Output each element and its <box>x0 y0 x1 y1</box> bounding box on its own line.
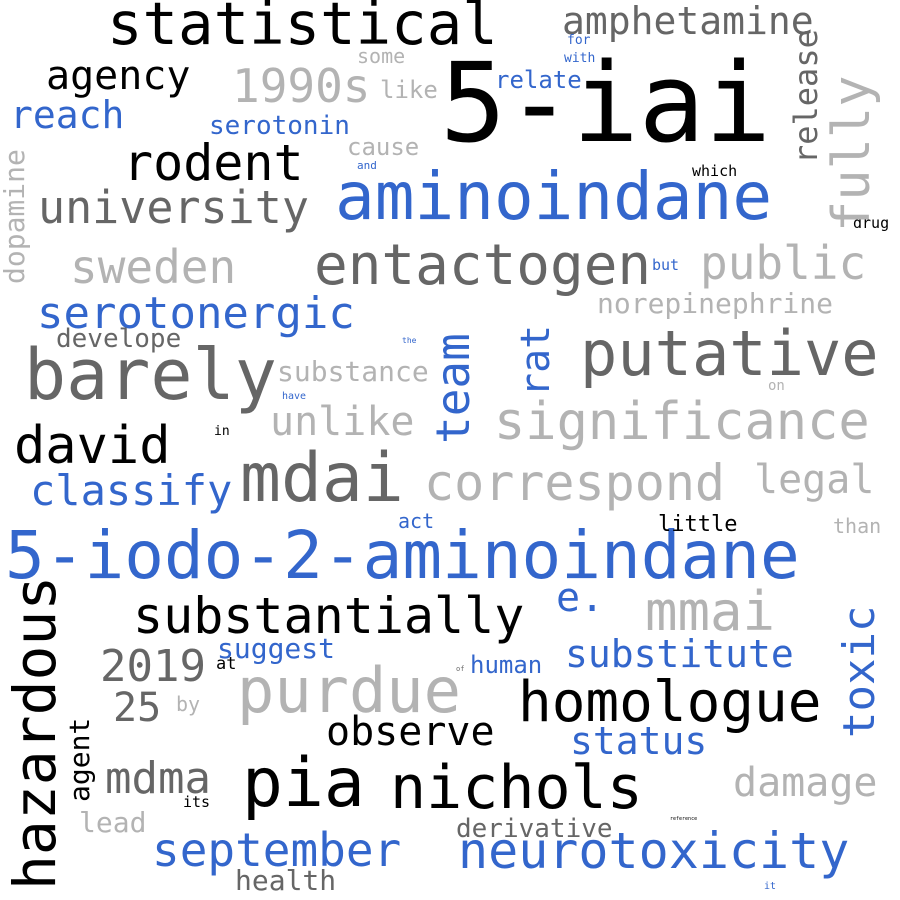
word-lead: lead <box>79 806 147 839</box>
word-status: status <box>570 719 708 763</box>
word-like: like <box>380 76 438 104</box>
word-agent: agent <box>63 717 96 802</box>
word-hazardous: hazardous <box>1 575 69 890</box>
word-relate: relate <box>495 66 582 94</box>
word-reference: reference <box>670 816 698 822</box>
word-public: public <box>700 236 867 290</box>
word-1990s: 1990s <box>232 59 371 113</box>
word-purdue: purdue <box>237 654 461 727</box>
word-in: in <box>214 424 230 439</box>
word-neurotoxicity: neurotoxicity <box>458 822 850 880</box>
word-for: for <box>567 33 591 48</box>
word-its: its <box>183 793 211 811</box>
word-rat: rat <box>513 324 559 397</box>
word-dopamine: dopamine <box>0 149 31 284</box>
word-develope: develope <box>56 324 182 354</box>
word-mmai: mmai <box>645 580 776 643</box>
word-at: at <box>216 654 237 674</box>
word-damage: damage <box>733 760 878 806</box>
word-putative: putative <box>580 317 879 390</box>
word-unlike: unlike <box>270 399 415 445</box>
word-barely: barely <box>24 334 277 416</box>
word-significance: significance <box>494 392 870 452</box>
word-correspond: correspond <box>424 454 726 512</box>
word-act: act <box>398 509 435 533</box>
word-nichols: nichols <box>390 753 643 823</box>
word-e.: e. <box>556 575 605 621</box>
word-drug: drug <box>853 214 890 232</box>
word-team: team <box>426 333 480 444</box>
word-homologue: homologue <box>518 670 822 735</box>
word-pia: pia <box>242 744 365 823</box>
word-entactogen: entactogen <box>314 233 652 298</box>
word-mdai: mdai <box>240 439 404 518</box>
word-substitute: substitute <box>565 632 794 676</box>
word-toxic: toxic <box>834 605 885 738</box>
word-some: some <box>357 44 406 68</box>
word-university: university <box>38 181 309 234</box>
word-with: with <box>564 51 596 66</box>
word-2019: 2019 <box>100 641 206 692</box>
word-release: release <box>787 29 825 164</box>
word-legal: legal <box>754 457 875 503</box>
word-which: which <box>692 162 738 180</box>
word-agency: agency <box>46 53 191 99</box>
word-5-iai: 5-iai <box>440 39 772 167</box>
word-classify: classify <box>30 466 233 515</box>
word-statistical: statistical <box>107 0 498 58</box>
word-human: human <box>470 651 543 679</box>
word-the: the <box>402 336 417 345</box>
word-cause: cause <box>347 133 420 161</box>
word-little: little <box>658 512 738 537</box>
word-by: by <box>176 692 201 716</box>
word-september: september <box>152 823 402 877</box>
word-norepinephrine: norepinephrine <box>597 287 834 320</box>
word-but: but <box>652 256 680 274</box>
word-health: health <box>235 864 337 897</box>
word-sweden: sweden <box>70 240 237 294</box>
word-it: it <box>764 881 777 892</box>
word-5-iodo-2-aminoindane: 5-iodo-2-aminoindane <box>5 517 800 594</box>
word-observe: observe <box>326 709 495 755</box>
word-fully: fully <box>822 75 882 232</box>
word-rodent: rodent <box>123 134 304 192</box>
word-substantially: substantially <box>133 587 525 645</box>
word-reach: reach <box>10 93 125 137</box>
word-substance: substance <box>277 355 429 388</box>
word-serotonin: serotonin <box>209 111 350 141</box>
word-serotonergic: serotonergic <box>37 288 355 339</box>
word-derivative: derivative <box>456 814 613 844</box>
word-than: than <box>833 514 882 538</box>
word-25: 25 <box>113 685 162 731</box>
word-david: david <box>14 416 171 476</box>
word-amphetamine: amphetamine <box>562 0 814 43</box>
word-of: of <box>456 665 465 673</box>
word-aminoindane: aminoindane <box>335 158 773 235</box>
word-mdma: mdma <box>105 753 211 804</box>
word-suggest: suggest <box>217 632 336 665</box>
word-and: and <box>357 159 377 172</box>
word-on: on <box>768 378 785 394</box>
word-have: have <box>282 391 307 402</box>
